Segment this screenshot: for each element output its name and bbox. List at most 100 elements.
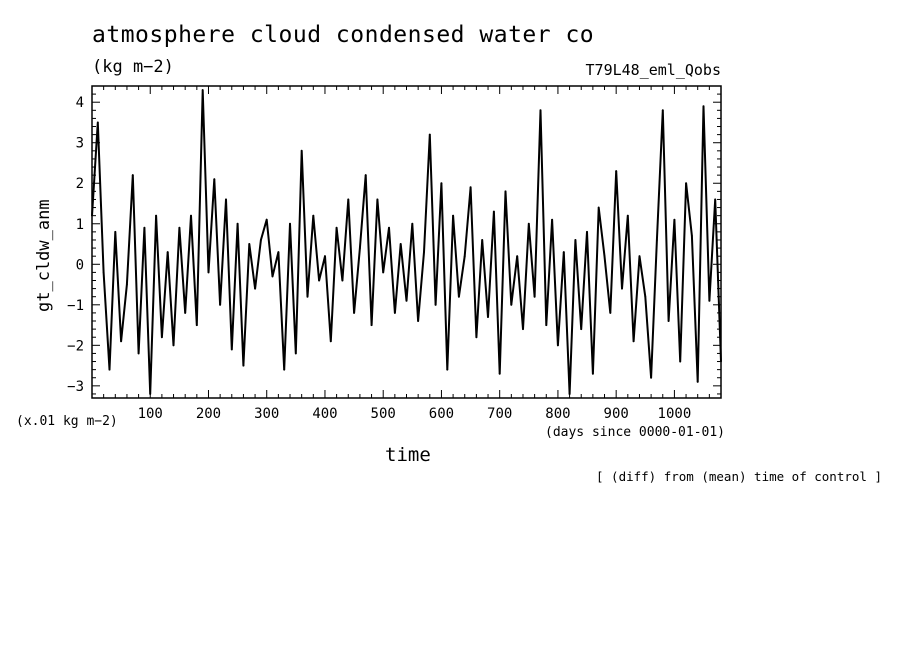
data-point	[440, 182, 443, 185]
data-point	[271, 275, 274, 278]
data-point	[120, 340, 123, 343]
x-tick-label: 700	[487, 406, 512, 422]
data-point	[376, 198, 379, 201]
chart-title: atmosphere cloud condensed water co	[92, 22, 595, 48]
data-point	[335, 226, 338, 229]
data-point	[283, 368, 286, 371]
data-point	[458, 295, 460, 298]
data-point	[522, 328, 524, 331]
data-point	[382, 271, 385, 274]
data-point	[428, 133, 431, 136]
data-point	[166, 251, 169, 254]
data-point	[359, 247, 361, 249]
x-tick-label: 500	[371, 406, 396, 422]
data-point	[353, 312, 355, 314]
data-point	[248, 243, 251, 245]
data-point	[254, 287, 256, 290]
data-point	[155, 214, 157, 217]
data-point	[294, 352, 297, 355]
data-point	[399, 243, 402, 245]
data-point	[178, 226, 181, 229]
data-point	[341, 279, 344, 282]
data-point	[667, 320, 670, 322]
data-point	[615, 170, 618, 172]
data-point	[219, 303, 222, 306]
data-point	[423, 251, 425, 254]
data-point	[213, 178, 216, 181]
data-point	[690, 235, 693, 237]
data-point	[463, 255, 466, 258]
y-tick-label: −1	[67, 298, 84, 314]
data-point	[533, 295, 536, 298]
data-point	[96, 121, 99, 124]
data-point	[172, 344, 175, 347]
data-point	[388, 226, 390, 229]
data-point	[393, 312, 396, 314]
data-point	[510, 303, 513, 306]
data-point	[417, 320, 420, 322]
data-point	[207, 271, 210, 274]
data-point	[685, 182, 687, 185]
y-tick-label: 2	[76, 176, 84, 192]
data-point	[673, 218, 676, 221]
data-point	[656, 239, 658, 241]
data-point	[91, 214, 93, 217]
data-point	[329, 340, 332, 343]
footnote: [ (diff) from (mean) time of control ]	[596, 469, 882, 484]
series-line	[91, 89, 722, 395]
y-axis-unit-note: (x.01 kg m−2)	[16, 414, 118, 429]
data-point	[644, 295, 647, 298]
data-point	[720, 360, 722, 363]
data-point	[108, 368, 111, 371]
data-point	[475, 336, 478, 339]
data-point	[498, 372, 501, 375]
data-point	[364, 174, 367, 177]
data-point	[586, 230, 588, 233]
y-tick-label: 0	[76, 257, 84, 273]
data-point	[568, 393, 571, 395]
data-point	[230, 348, 233, 351]
data-point	[504, 190, 507, 193]
data-point	[143, 226, 146, 229]
data-point	[312, 214, 315, 217]
x-tick-label: 600	[429, 406, 454, 422]
data-point	[190, 214, 192, 217]
x-tick-label: 400	[312, 406, 337, 422]
data-point	[714, 198, 717, 201]
data-point	[184, 312, 187, 314]
x-axis-label: time	[385, 444, 431, 466]
data-point	[300, 149, 303, 152]
data-point	[265, 218, 268, 221]
data-point	[580, 328, 583, 331]
data-point	[557, 344, 559, 347]
y-tick-label: 3	[76, 136, 84, 152]
series-group	[91, 89, 722, 395]
data-point	[277, 251, 280, 254]
data-point	[551, 218, 554, 221]
ticks-group: 100 200 300 400 500 600 700 800 900 1000 −3 −2 −1 0 1 2…	[67, 85, 722, 422]
data-point	[201, 89, 204, 91]
data-point	[102, 271, 105, 274]
data-point	[160, 336, 163, 339]
data-point	[516, 255, 519, 258]
y-tick-label: −3	[67, 379, 84, 395]
data-point	[195, 324, 198, 326]
data-point	[696, 380, 699, 383]
x-axis-unit: (days since 0000-01-01)	[545, 425, 726, 440]
data-point	[289, 222, 291, 225]
data-point	[638, 255, 641, 258]
data-point	[131, 174, 134, 177]
title-units: (kg m−2)	[92, 57, 174, 77]
data-point	[597, 206, 600, 209]
data-point	[527, 222, 530, 225]
data-point	[591, 372, 594, 375]
data-point	[137, 352, 140, 355]
y-tick-label: 4	[76, 95, 84, 111]
data-point	[236, 222, 239, 225]
x-tick-label: 1000	[658, 406, 692, 422]
x-tick-label: 200	[196, 406, 221, 422]
data-point	[324, 255, 326, 258]
x-tick-label: 800	[545, 406, 570, 422]
data-point	[469, 186, 472, 189]
data-point	[702, 105, 705, 108]
